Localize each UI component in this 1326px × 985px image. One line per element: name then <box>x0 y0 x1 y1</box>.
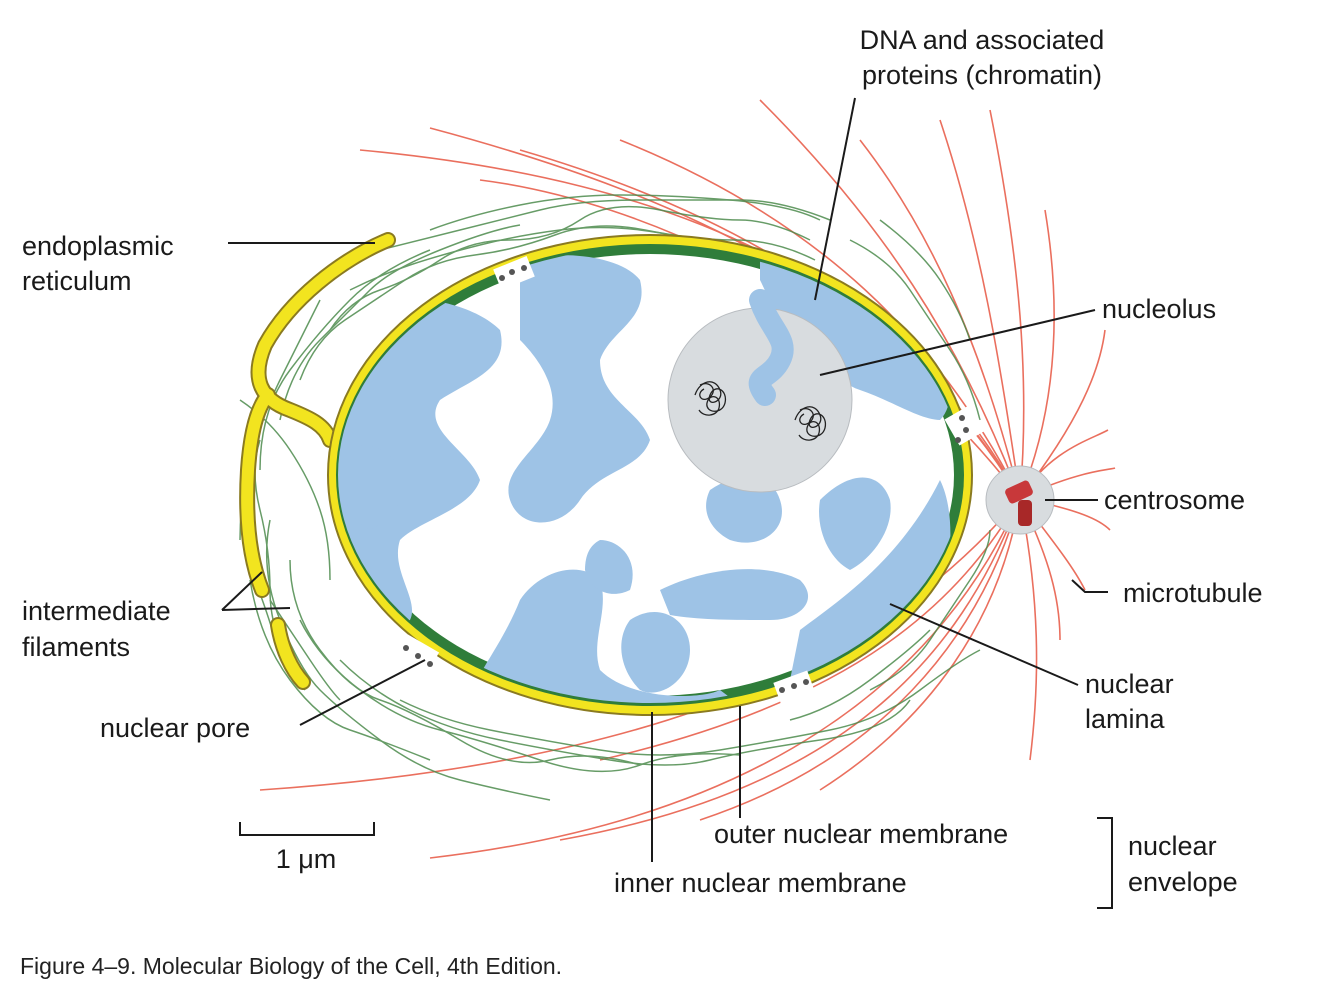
nuclear-pore-label: nuclear pore <box>100 713 250 743</box>
chromatin-label-line1: DNA and associated <box>860 25 1105 55</box>
intermediate-filaments-label-line2: filaments <box>22 632 130 662</box>
nuclear-lamina-label-line2: lamina <box>1085 704 1166 734</box>
nuclear-envelope-label-line1: nuclear <box>1128 831 1217 861</box>
nucleolus <box>667 289 853 493</box>
nuclear-envelope-label-line2: envelope <box>1128 867 1238 897</box>
er-label-line1: endoplasmic <box>22 231 174 261</box>
endoplasmic-reticulum <box>239 232 396 690</box>
leader-lines <box>221 97 1113 909</box>
microtubule-label: microtubule <box>1123 578 1263 608</box>
intermediate-filaments-label-line1: intermediate <box>22 596 171 626</box>
scale-bar-label: 1 μm <box>276 844 337 874</box>
nucleolus-label: nucleolus <box>1102 294 1216 324</box>
nuclear-pores <box>396 256 986 704</box>
inner-nuclear-membrane-label: inner nuclear membrane <box>614 868 907 898</box>
outer-nuclear-membrane-label: outer nuclear membrane <box>714 819 1008 849</box>
intermediate-filament-lines <box>239 194 991 801</box>
chromatin-label-line2: proteins (chromatin) <box>862 60 1102 90</box>
centrosome <box>985 465 1055 535</box>
figure-caption: Figure 4–9. Molecular Biology of the Cel… <box>20 953 562 979</box>
er-label-line2: reticulum <box>22 266 132 296</box>
nuclear-lamina-label-line1: nuclear <box>1085 669 1174 699</box>
centrosome-label: centrosome <box>1104 485 1245 515</box>
labels: DNA and associated proteins (chromatin) … <box>20 25 1263 979</box>
